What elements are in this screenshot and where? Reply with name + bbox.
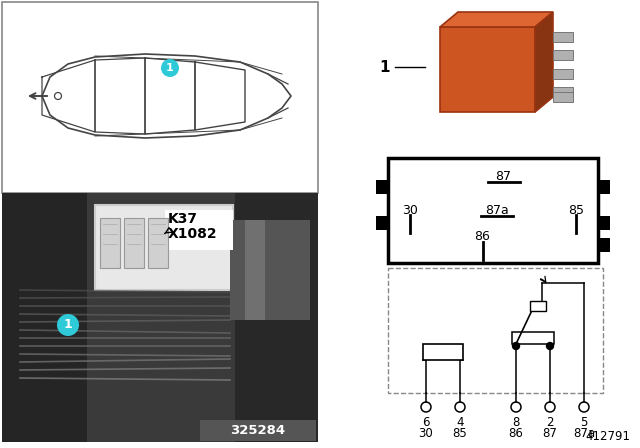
Bar bbox=[553, 87, 573, 97]
Text: 2: 2 bbox=[547, 416, 554, 429]
Bar bbox=[124, 218, 144, 268]
Bar bbox=[598, 216, 610, 230]
Bar bbox=[440, 27, 535, 112]
Circle shape bbox=[161, 59, 179, 77]
Text: 30: 30 bbox=[402, 203, 418, 216]
Bar bbox=[2, 193, 318, 442]
Text: 8: 8 bbox=[512, 416, 520, 429]
Bar bbox=[553, 92, 573, 102]
Text: 1: 1 bbox=[166, 63, 174, 73]
Bar bbox=[376, 216, 388, 230]
Text: 87a: 87a bbox=[485, 203, 509, 216]
Circle shape bbox=[57, 314, 79, 336]
Text: 4: 4 bbox=[456, 416, 464, 429]
Bar bbox=[598, 180, 610, 194]
Polygon shape bbox=[535, 12, 553, 112]
Bar bbox=[165, 210, 233, 250]
Bar bbox=[376, 180, 388, 194]
Bar bbox=[553, 50, 573, 60]
Text: 87: 87 bbox=[495, 169, 511, 182]
Polygon shape bbox=[440, 12, 553, 27]
Bar bbox=[148, 218, 168, 268]
Bar bbox=[553, 32, 573, 42]
Text: 1: 1 bbox=[380, 60, 390, 74]
Bar bbox=[100, 218, 120, 268]
Bar bbox=[2, 193, 87, 442]
Bar bbox=[553, 69, 573, 79]
Text: K37: K37 bbox=[168, 212, 198, 226]
Text: 87a: 87a bbox=[573, 427, 595, 440]
Text: 1: 1 bbox=[63, 319, 72, 332]
Bar bbox=[388, 268, 603, 393]
Text: 325284: 325284 bbox=[230, 423, 285, 436]
Text: 6: 6 bbox=[422, 416, 429, 429]
Circle shape bbox=[513, 343, 520, 349]
Text: 30: 30 bbox=[419, 427, 433, 440]
Bar bbox=[200, 420, 316, 441]
Bar bbox=[2, 2, 318, 193]
Bar bbox=[95, 205, 233, 290]
Text: 85: 85 bbox=[452, 427, 467, 440]
Bar bbox=[388, 158, 598, 263]
Bar bbox=[512, 332, 554, 344]
Text: 85: 85 bbox=[568, 203, 584, 216]
Text: 86: 86 bbox=[509, 427, 524, 440]
Bar bbox=[530, 301, 546, 311]
Text: 87: 87 bbox=[543, 427, 557, 440]
Bar bbox=[245, 220, 265, 320]
Circle shape bbox=[547, 343, 554, 349]
Bar bbox=[235, 193, 318, 442]
Text: 5: 5 bbox=[580, 416, 588, 429]
Bar bbox=[423, 344, 463, 360]
Text: 412791: 412791 bbox=[585, 430, 630, 443]
Text: X1082: X1082 bbox=[168, 227, 218, 241]
Bar bbox=[230, 220, 310, 320]
Text: 86: 86 bbox=[475, 229, 490, 242]
Bar bbox=[598, 238, 610, 252]
